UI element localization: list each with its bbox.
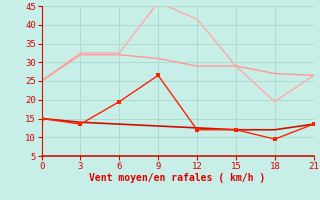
X-axis label: Vent moyen/en rafales ( km/h ): Vent moyen/en rafales ( km/h ) [90,173,266,183]
